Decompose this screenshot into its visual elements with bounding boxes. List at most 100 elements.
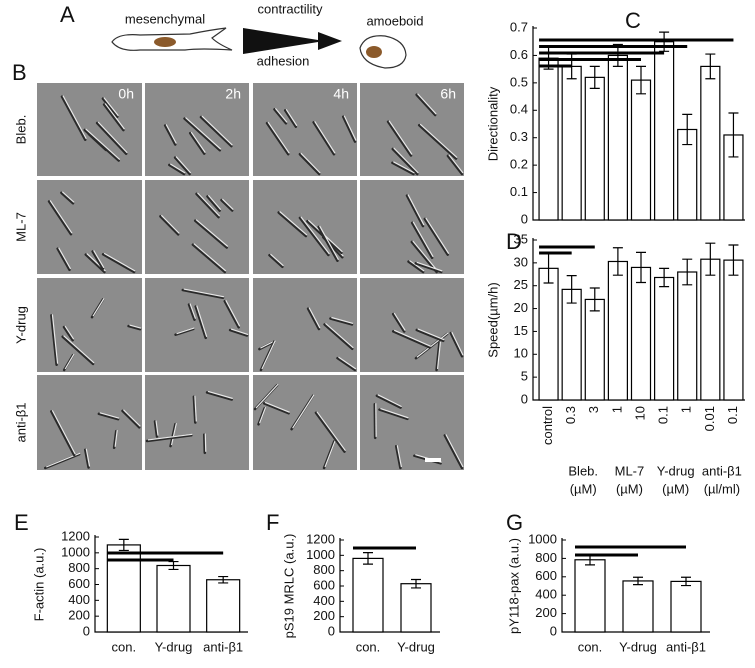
cell — [61, 335, 95, 366]
cell — [277, 211, 308, 238]
cell-halo — [258, 407, 267, 424]
panel-letter: A — [60, 2, 75, 27]
cell — [206, 195, 221, 212]
bar — [607, 260, 628, 401]
x-tick-label: Y-drug — [155, 639, 193, 654]
y-axis-label: pY118-pax (a.u.) — [506, 538, 521, 634]
cell — [195, 192, 220, 219]
bar — [538, 267, 559, 401]
x-tick-label: 0.1 — [656, 406, 671, 424]
cell — [435, 341, 441, 372]
cell-halo — [419, 123, 458, 158]
error-bar — [218, 575, 229, 584]
micrograph — [360, 278, 464, 372]
cell — [298, 152, 321, 176]
y-axis-label: Speed(µm/h) — [485, 282, 500, 357]
cell-halo — [51, 410, 76, 455]
y-tick-label: 20 — [514, 300, 528, 315]
bar — [106, 544, 141, 633]
cell — [101, 253, 136, 274]
cell-halo — [196, 305, 208, 338]
y-tick-label: 0.7 — [510, 19, 528, 34]
error-bar — [728, 244, 739, 276]
cell-halo — [412, 221, 434, 258]
cell-halo — [425, 217, 450, 254]
y-tick-label: 600 — [313, 577, 335, 592]
cell-halo — [412, 240, 439, 272]
y-tick-label: 25 — [514, 277, 528, 292]
bar — [654, 41, 675, 221]
micrograph — [253, 375, 357, 470]
bar — [630, 266, 652, 401]
cell — [220, 198, 234, 212]
error-bar — [118, 538, 129, 552]
y-tick-label: 800 — [68, 560, 90, 575]
cell-halo — [300, 216, 330, 255]
cell-halo — [155, 420, 159, 436]
y-tick-label: 1000 — [61, 544, 90, 559]
cell — [194, 305, 207, 340]
cell-halo — [160, 214, 180, 234]
condition-label: anti-β1 — [13, 403, 28, 443]
x-tick-label: 1 — [609, 406, 624, 413]
cell-halo — [409, 260, 425, 272]
y-tick-label: 800 — [313, 562, 335, 577]
cell-halo — [267, 121, 290, 154]
error-bar — [682, 113, 693, 146]
bar — [607, 54, 628, 221]
cell-halo — [207, 390, 233, 400]
x-tick-label: 0.01 — [702, 406, 717, 431]
cell — [391, 161, 415, 176]
cell — [83, 448, 90, 469]
bar — [630, 79, 652, 221]
cell-halo — [97, 121, 128, 154]
cell-halo — [338, 356, 357, 370]
x-tick-label: con. — [356, 639, 381, 654]
cell-halo — [274, 107, 288, 123]
timepoint-label: 4h — [333, 86, 349, 102]
x-tick-label: 10 — [632, 406, 647, 420]
bar — [400, 583, 432, 633]
error-bar — [682, 258, 693, 286]
cell-halo — [62, 95, 87, 140]
cell — [121, 409, 141, 429]
x-tick-label: con. — [112, 639, 137, 654]
cell-halo — [85, 128, 121, 160]
cell — [391, 330, 431, 349]
cell-halo — [270, 253, 284, 267]
cell-halo — [416, 332, 449, 358]
error-bar — [589, 65, 600, 89]
y-tick-label: 1000 — [528, 531, 557, 546]
y-tick-label: 0.5 — [510, 74, 528, 89]
cell-halo — [417, 93, 437, 115]
x-tick-label: control — [540, 406, 555, 445]
timepoint-label: 2h — [225, 86, 241, 102]
cell-halo — [285, 108, 298, 127]
cell — [199, 115, 233, 148]
cell — [228, 328, 249, 337]
cell-halo — [61, 191, 75, 203]
cell — [91, 250, 105, 271]
y-axis-label: pS19 MRLC (a.u.) — [281, 534, 296, 639]
cell-halo — [451, 331, 464, 356]
cell — [323, 323, 354, 351]
cell-halo — [393, 161, 415, 174]
y-tick-label: 600 — [535, 568, 557, 583]
x-tick-label: anti-β1 — [666, 639, 706, 654]
cell — [405, 194, 425, 228]
cell — [60, 95, 87, 141]
error-bar — [411, 578, 421, 589]
cell-halo — [93, 250, 105, 269]
cell-halo — [49, 200, 73, 234]
group-unit: (µM) — [616, 481, 643, 496]
cell — [415, 93, 437, 117]
y-tick-label: 400 — [313, 593, 335, 608]
cell — [47, 200, 73, 236]
cell — [127, 324, 142, 331]
cell — [449, 331, 464, 358]
error-bar — [659, 31, 670, 52]
error-bar — [589, 287, 600, 312]
y-tick-label: 0.6 — [510, 47, 528, 62]
cell — [386, 120, 413, 157]
bar — [622, 580, 654, 633]
